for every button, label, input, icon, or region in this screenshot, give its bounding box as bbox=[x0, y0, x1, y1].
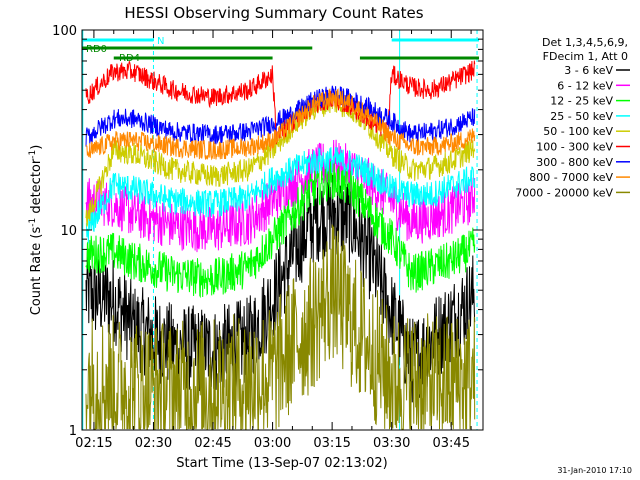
y-tick-label: 1 bbox=[69, 424, 77, 439]
legend-header-line-1: Det 1,3,4,5,6,9, bbox=[542, 36, 628, 49]
series-line bbox=[85, 85, 476, 147]
legend-label: 100 - 300 keV bbox=[536, 141, 613, 154]
x-tick-label: 03:00 bbox=[254, 436, 291, 451]
legend-label: 800 - 7000 keV bbox=[529, 171, 613, 184]
y-tick-label: 100 bbox=[52, 24, 77, 39]
legend-label: 6 - 12 keV bbox=[557, 79, 613, 92]
legend-header-line-2: FDecim 1, Att 0 bbox=[543, 50, 628, 63]
x-tick-label: 03:15 bbox=[313, 436, 350, 451]
series-line bbox=[85, 93, 476, 227]
legend-label: 7000 - 20000 keV bbox=[515, 186, 613, 199]
x-axis-label: Start Time (13-Sep-07 02:13:02) bbox=[176, 456, 387, 471]
y-axis-label: Count Rate (s-1 detector-1) bbox=[28, 145, 44, 316]
x-tick-label: 03:45 bbox=[433, 436, 470, 451]
legend-label: 3 - 6 keV bbox=[564, 64, 613, 77]
y-tick-label: 10 bbox=[60, 224, 77, 239]
x-tick-label: 02:45 bbox=[194, 436, 231, 451]
x-tick-label: 02:30 bbox=[135, 436, 172, 451]
legend: Det 1,3,4,5,6,9, FDecim 1, Att 0 3 - 6 k… bbox=[515, 36, 630, 199]
legend-label: 25 - 50 keV bbox=[550, 110, 613, 123]
state-bar-label: RD4 bbox=[119, 53, 140, 64]
state-bar-label: RD0 bbox=[86, 44, 107, 55]
series-line bbox=[85, 139, 476, 253]
legend-label: 300 - 800 keV bbox=[536, 156, 613, 169]
date-stamp: 31-Jan-2010 17:10 bbox=[557, 466, 632, 475]
series-line bbox=[85, 160, 476, 299]
x-tick-label: 03:30 bbox=[373, 436, 410, 451]
series-line bbox=[85, 88, 476, 161]
state-bar-label: N bbox=[157, 36, 164, 47]
legend-label: 12 - 25 keV bbox=[550, 95, 613, 108]
series-line bbox=[85, 224, 476, 430]
legend-label: 50 - 100 keV bbox=[543, 125, 613, 138]
series-line bbox=[85, 147, 476, 244]
x-tick-label: 02:15 bbox=[75, 436, 112, 451]
chart-title: HESSI Observing Summary Count Rates bbox=[124, 4, 423, 22]
